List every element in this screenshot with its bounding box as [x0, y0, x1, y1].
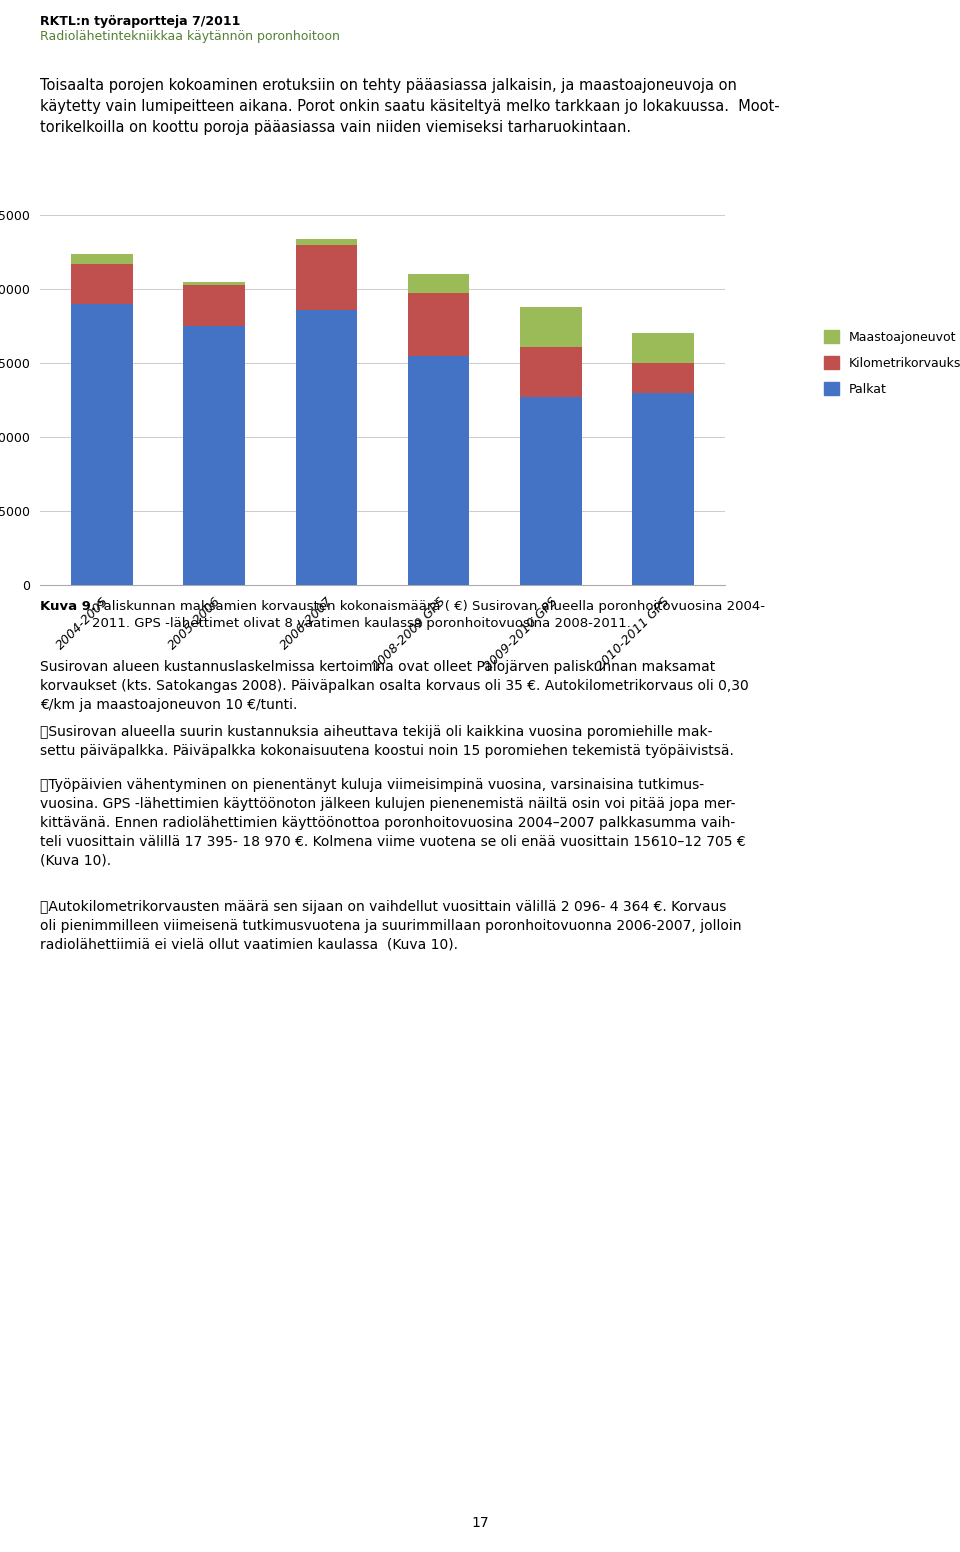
Bar	[632, 393, 694, 585]
Text: Susirovan alueella suurin kustannuksia aiheuttava tekijä oli kaikkina vuosina po: Susirovan alueella suurin kustannuksia a…	[40, 725, 733, 757]
Bar	[520, 397, 582, 585]
Bar	[183, 281, 245, 284]
Text: Paliskunnan maksamien korvausten kokonaismäärä ( €) Susirovan alueella poronhoit: Paliskunnan maksamien korvausten kokonai…	[92, 601, 765, 630]
Bar	[408, 293, 469, 355]
Bar	[71, 255, 132, 264]
Text: Susirovan alueen kustannuslaskelmissa kertoimina ovat olleet Palojärven paliskun: Susirovan alueen kustannuslaskelmissa ke…	[40, 660, 749, 712]
Bar	[520, 346, 582, 397]
Text: Autokilometrikorvausten määrä sen sijaan on vaihdellut vuosittain välillä 2 096-: Autokilometrikorvausten määrä sen sijaan…	[40, 900, 741, 951]
Legend: Maastoajoneuvot, Kilometrikorvaukset, Palkat: Maastoajoneuvot, Kilometrikorvaukset, Pa…	[819, 324, 960, 400]
Bar	[71, 304, 132, 585]
Bar	[183, 284, 245, 326]
Bar	[183, 326, 245, 585]
Bar	[296, 239, 357, 245]
Text: Työpäivien vähentyminen on pienentänyt kuluja viimeisimpinä vuosina, varsinaisin: Työpäivien vähentyminen on pienentänyt k…	[40, 778, 746, 868]
Bar	[296, 310, 357, 585]
Bar	[632, 363, 694, 393]
Bar	[296, 245, 357, 310]
Text: RKTL:n työraportteja 7/2011: RKTL:n työraportteja 7/2011	[40, 16, 240, 28]
Text: Kuva 9.: Kuva 9.	[40, 601, 96, 613]
Text: 17: 17	[471, 1516, 489, 1530]
Text: Toisaalta porojen kokoaminen erotuksiin on tehty pääasiassa jalkaisin, ja maasto: Toisaalta porojen kokoaminen erotuksiin …	[40, 78, 780, 135]
Bar	[408, 355, 469, 585]
Bar	[520, 307, 582, 346]
Text: Radiolähetintekniikkaa käytännön poronhoitoon: Radiolähetintekniikkaa käytännön poronho…	[40, 29, 340, 43]
Bar	[71, 264, 132, 304]
Bar	[632, 334, 694, 363]
Bar	[408, 275, 469, 293]
